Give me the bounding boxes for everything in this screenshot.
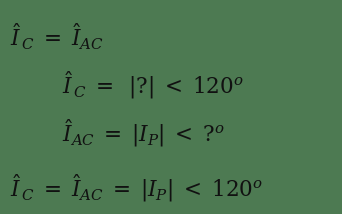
Text: $\hat{I}_{\,C}\; =\; \hat{I}_{AC}\; =\; |I_P|\; <\; 120^{o}$: $\hat{I}_{\,C}\; =\; \hat{I}_{AC}\; =\; …: [10, 172, 263, 204]
Text: $\hat{I}_{AC}\; =\; |I_P|\; <\; ?^{o}$: $\hat{I}_{AC}\; =\; |I_P|\; <\; ?^{o}$: [62, 117, 224, 149]
Text: $\hat{I}_{\,C}\; =\; \hat{I}_{AC}$: $\hat{I}_{\,C}\; =\; \hat{I}_{AC}$: [10, 21, 104, 52]
Text: $\hat{I}_{\,C}\; =\;\; |?|\; <\; 120^{o}$: $\hat{I}_{\,C}\; =\;\; |?|\; <\; 120^{o}…: [62, 70, 244, 101]
